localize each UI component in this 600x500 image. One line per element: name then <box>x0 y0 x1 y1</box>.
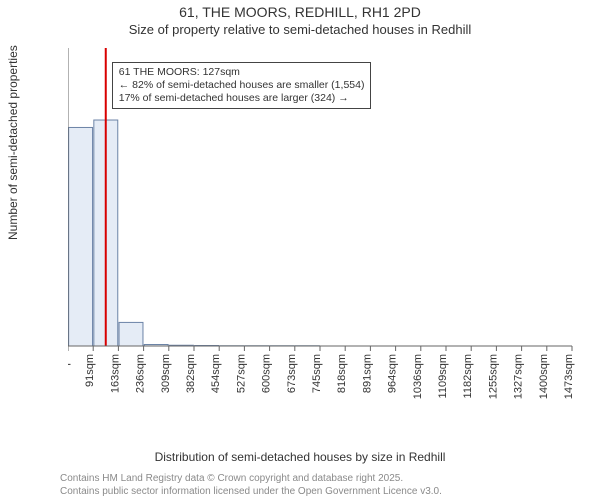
svg-text:309sqm: 309sqm <box>160 354 172 393</box>
footer-attribution: Contains HM Land Registry data © Crown c… <box>60 473 442 498</box>
svg-text:454sqm: 454sqm <box>210 354 222 393</box>
svg-text:745sqm: 745sqm <box>311 354 323 393</box>
svg-text:382sqm: 382sqm <box>185 354 197 393</box>
footer-line2: Contains public sector information licen… <box>60 486 442 499</box>
svg-text:1400sqm: 1400sqm <box>538 354 550 399</box>
x-axis-label: Distribution of semi-detached houses by … <box>0 450 600 464</box>
svg-text:18sqm: 18sqm <box>68 354 71 387</box>
svg-text:1182sqm: 1182sqm <box>462 354 474 398</box>
svg-text:673sqm: 673sqm <box>286 354 298 393</box>
svg-text:1473sqm: 1473sqm <box>563 354 575 399</box>
svg-text:891sqm: 891sqm <box>361 354 373 393</box>
svg-text:91sqm: 91sqm <box>84 354 96 387</box>
callout-line1: 61 THE MOORS: 127sqm <box>119 66 365 79</box>
callout-line3: 17% of semi-detached houses are larger (… <box>119 92 365 105</box>
histogram-bar <box>69 127 93 346</box>
callout-line2: ← 82% of semi-detached houses are smalle… <box>119 79 365 92</box>
svg-text:818sqm: 818sqm <box>336 354 348 393</box>
svg-text:600sqm: 600sqm <box>261 354 273 393</box>
svg-text:1327sqm: 1327sqm <box>513 354 525 399</box>
chart-subtitle: Size of property relative to semi-detach… <box>0 22 600 37</box>
svg-text:1255sqm: 1255sqm <box>487 354 499 399</box>
y-axis-label: Number of semi-detached properties <box>6 45 20 240</box>
svg-text:1036sqm: 1036sqm <box>412 354 424 399</box>
svg-text:236sqm: 236sqm <box>135 354 147 393</box>
footer-line1: Contains HM Land Registry data © Crown c… <box>60 473 442 486</box>
callout-box: 61 THE MOORS: 127sqm ← 82% of semi-detac… <box>112 62 372 109</box>
chart-title-line1: 61, THE MOORS, REDHILL, RH1 2PD <box>0 4 600 20</box>
histogram-bar <box>119 322 143 346</box>
svg-text:1109sqm: 1109sqm <box>437 354 449 398</box>
svg-text:964sqm: 964sqm <box>387 354 399 393</box>
svg-text:527sqm: 527sqm <box>235 354 247 393</box>
svg-text:163sqm: 163sqm <box>109 354 121 393</box>
